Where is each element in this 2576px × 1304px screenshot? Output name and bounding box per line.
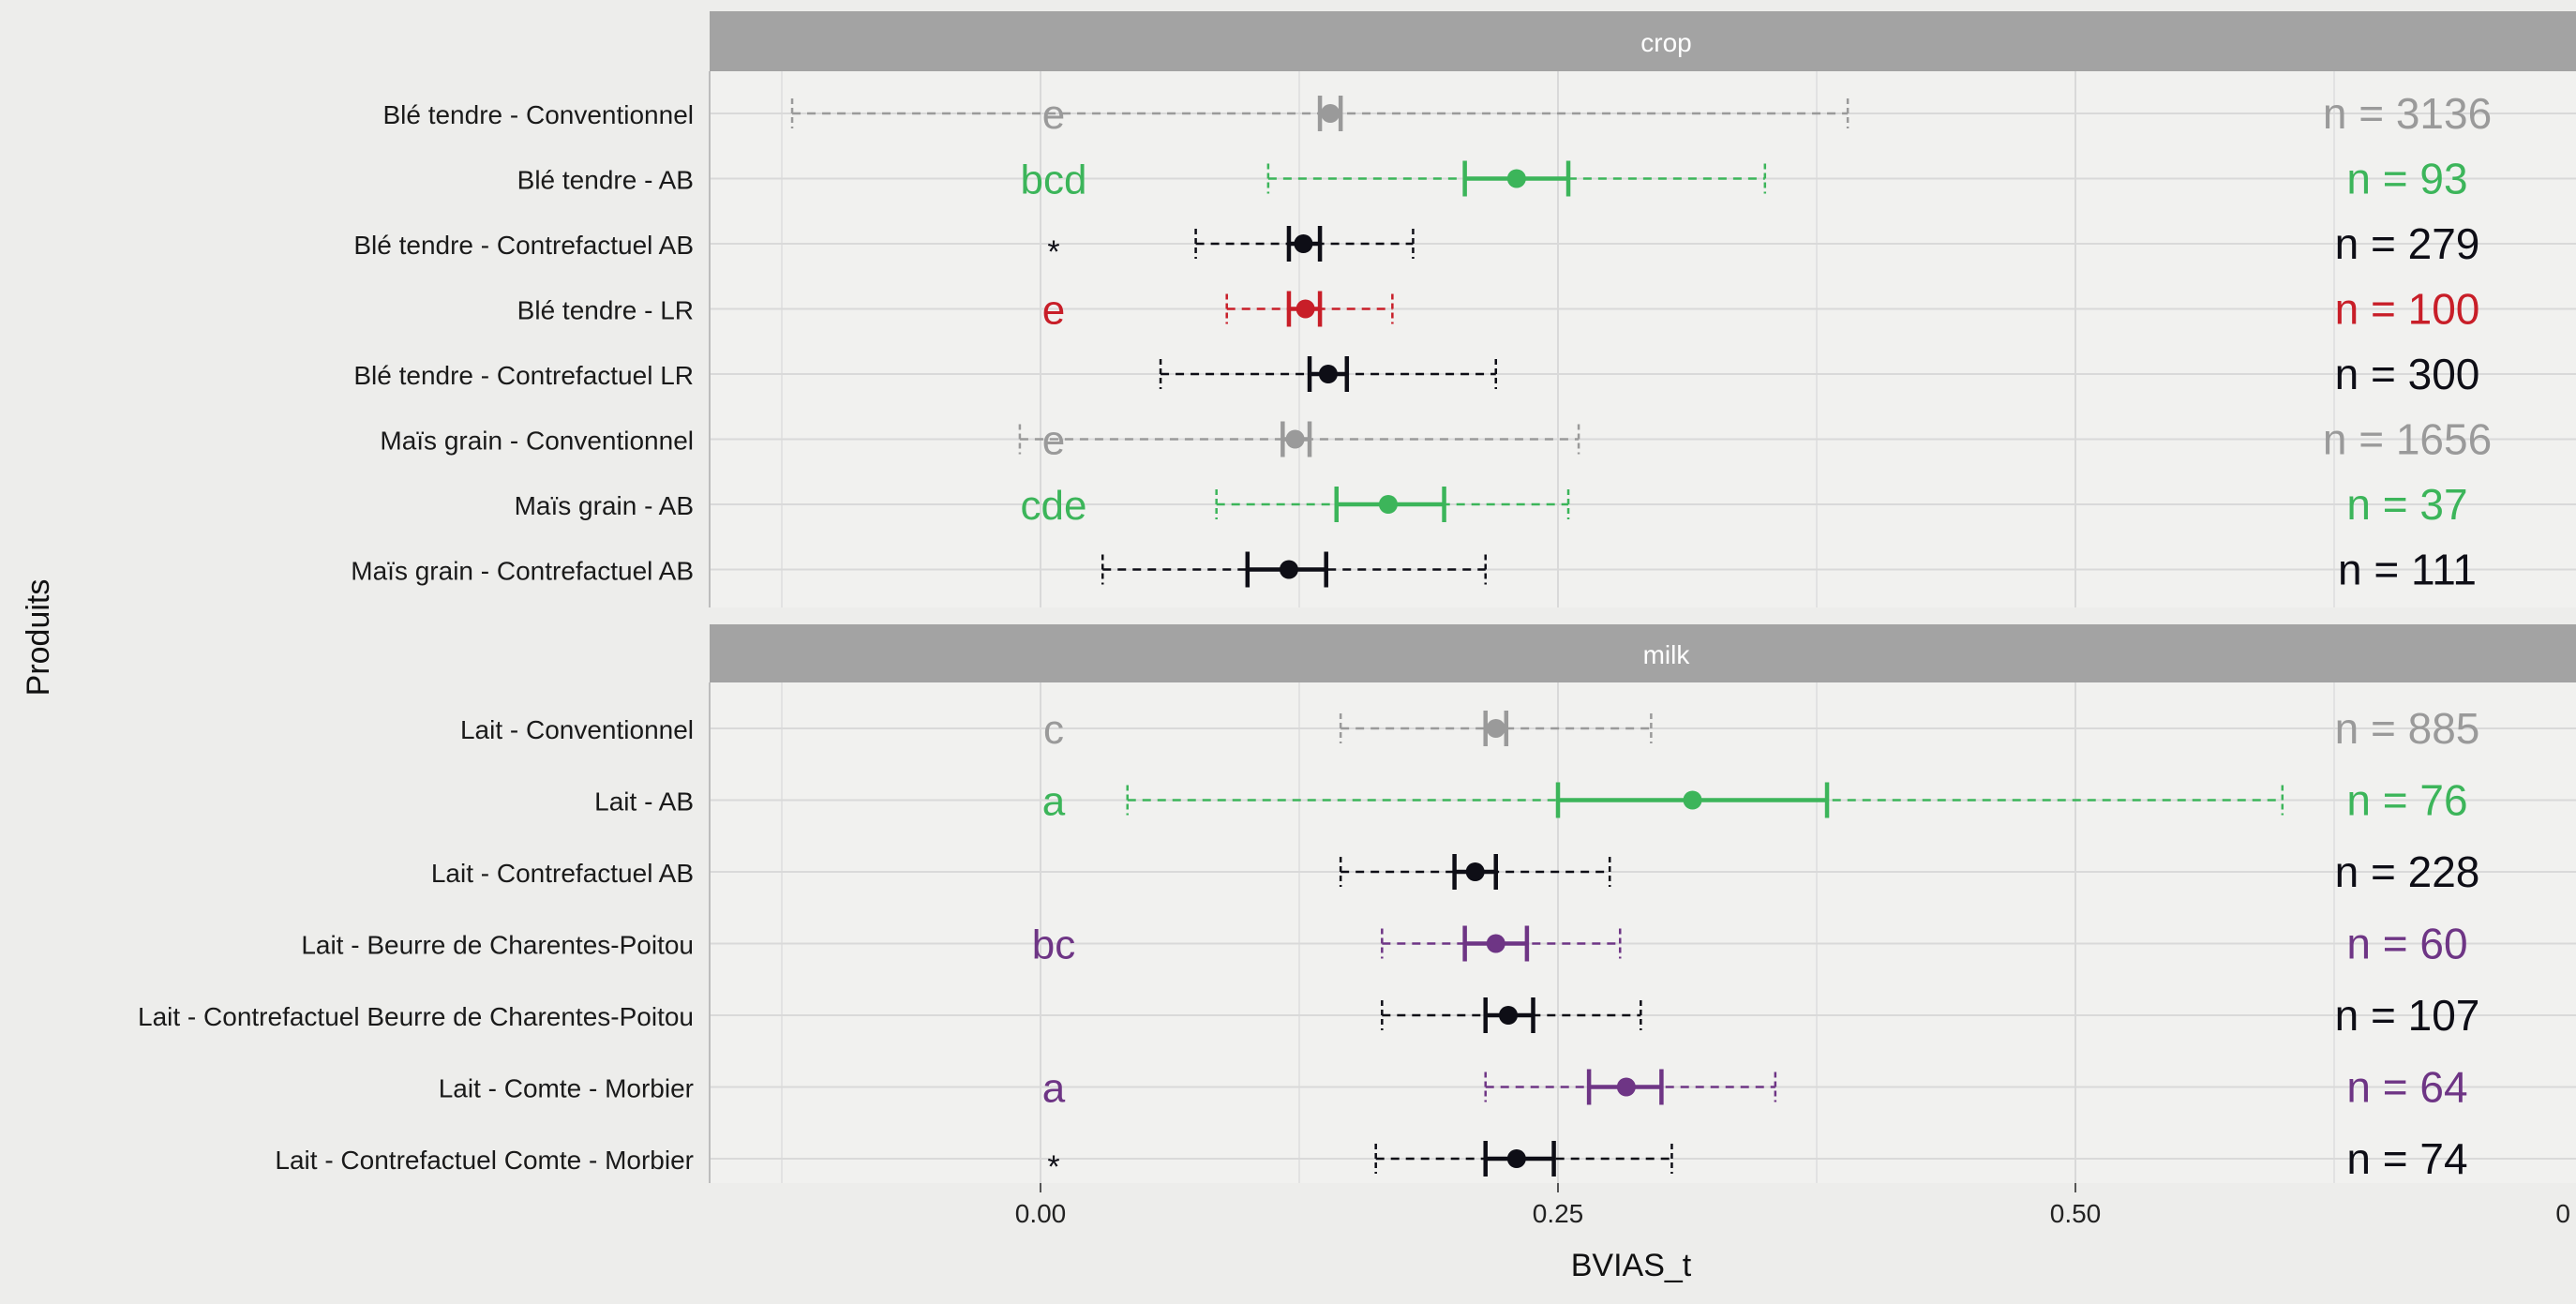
- count-label: n = 37: [2346, 480, 2467, 529]
- mean-point: [1279, 560, 1298, 579]
- category-label: Blé tendre - Contrefactuel AB: [353, 231, 694, 260]
- mean-point: [1506, 1149, 1526, 1168]
- significance-letter: *: [1047, 234, 1059, 270]
- count-label: n = 60: [2346, 920, 2467, 968]
- data-row: Maïs grain - AB cde n = 37: [515, 480, 2468, 529]
- mean-point: [1486, 934, 1505, 953]
- x-tick-label: 0.00: [1015, 1199, 1067, 1228]
- data-row: Blé tendre - AB bcd n = 93: [517, 155, 2468, 203]
- data-row: Blé tendre - Contrefactuel LR n = 300: [353, 350, 2479, 398]
- count-label: n = 107: [2335, 991, 2480, 1040]
- data-row: Lait - Comte - Morbier a n = 64: [439, 1063, 2468, 1112]
- significance-letter: *: [1047, 1149, 1059, 1185]
- x-tick-label: 0: [2555, 1199, 2570, 1228]
- count-label: n = 1656: [2323, 415, 2492, 464]
- data-row: Blé tendre - Contrefactuel AB * n = 279: [353, 219, 2479, 270]
- panel-background: [710, 682, 2576, 1183]
- panel-strip-label: milk: [1643, 640, 1691, 669]
- category-label: Blé tendre - Conventionnel: [382, 100, 694, 129]
- count-label: n = 64: [2346, 1063, 2467, 1112]
- panel-milk: milk Lait - Conventionnel c n = 885 Lait - A…: [138, 624, 2576, 1185]
- significance-letter: c: [1043, 707, 1064, 753]
- count-label: n = 885: [2335, 704, 2480, 753]
- category-label: Lait - AB: [594, 787, 694, 817]
- category-label: Maïs grain - AB: [515, 491, 694, 520]
- data-row: Blé tendre - Conventionnel e n = 3136: [382, 89, 2492, 138]
- y-axis-title: Produits: [21, 579, 56, 697]
- mean-point: [1285, 429, 1305, 449]
- significance-letter: e: [1042, 288, 1065, 334]
- data-row: Maïs grain - Contrefactuel AB n = 111: [351, 546, 2477, 594]
- category-label: Lait - Contrefactuel Comte - Morbier: [275, 1146, 694, 1175]
- count-label: n = 100: [2335, 285, 2480, 334]
- x-axis: 0.00 0.25 0.50 0: [1015, 1183, 2570, 1228]
- mean-point: [1486, 719, 1505, 738]
- count-label: n = 74: [2346, 1134, 2467, 1183]
- category-label: Lait - Contrefactuel Beurre de Charentes…: [138, 1002, 694, 1031]
- category-label: Blé tendre - AB: [517, 166, 694, 195]
- data-row: Lait - Beurre de Charentes-Poitou bc n = 6…: [301, 920, 2467, 968]
- data-row: Lait - Contrefactuel AB n = 228: [431, 847, 2480, 896]
- mean-point: [1321, 104, 1340, 123]
- count-label: n = 93: [2346, 155, 2467, 203]
- x-tick-label: 0.25: [1533, 1199, 1584, 1228]
- panel-strip: [710, 11, 2576, 71]
- significance-letter: e: [1042, 92, 1065, 138]
- data-row: Lait - Contrefactuel Beurre de Charentes…: [138, 991, 2479, 1040]
- mean-point: [1616, 1077, 1636, 1097]
- count-label: n = 228: [2335, 847, 2480, 896]
- data-row: Maïs grain - Conventionnel e n = 1656: [380, 415, 2492, 464]
- count-label: n = 3136: [2323, 89, 2492, 138]
- mean-point: [1499, 1006, 1519, 1025]
- category-label: Maïs grain - Conventionnel: [380, 427, 694, 456]
- mean-point: [1294, 234, 1313, 253]
- mean-point: [1378, 495, 1398, 514]
- category-label: Blé tendre - LR: [517, 296, 694, 325]
- count-label: n = 300: [2335, 350, 2480, 398]
- x-tick-label: 0.50: [2050, 1199, 2102, 1228]
- panel-strip-label: crop: [1640, 28, 1691, 57]
- data-row: Blé tendre - LR e n = 100: [517, 285, 2480, 334]
- significance-letter: a: [1042, 779, 1066, 825]
- mean-point: [1506, 169, 1526, 188]
- category-label: Blé tendre - Contrefactuel LR: [353, 361, 694, 390]
- category-label: Lait - Conventionnel: [460, 715, 694, 744]
- data-row: Lait - Conventionnel c n = 885: [460, 704, 2479, 753]
- mean-point: [1318, 365, 1338, 383]
- panel-strip: [710, 624, 2576, 682]
- category-label: Lait - Contrefactuel AB: [431, 859, 694, 888]
- count-label: n = 279: [2335, 219, 2480, 268]
- category-label: Lait - Beurre de Charentes-Poitou: [301, 931, 694, 960]
- data-row: Lait - AB a n = 76: [594, 776, 2467, 825]
- significance-letter: bc: [1032, 922, 1075, 968]
- mean-point: [1295, 299, 1315, 319]
- mean-point: [1683, 790, 1702, 810]
- panel-background: [710, 71, 2576, 607]
- count-label: n = 111: [2338, 546, 2477, 594]
- significance-letter: bcd: [1021, 157, 1087, 203]
- data-row: Lait - Contrefactuel Comte - Morbier * n =…: [275, 1134, 2467, 1185]
- significance-letter: cde: [1021, 483, 1087, 529]
- significance-letter: e: [1042, 418, 1065, 464]
- significance-letter: a: [1042, 1066, 1066, 1112]
- count-label: n = 76: [2346, 776, 2467, 825]
- mean-point: [1465, 862, 1485, 881]
- x-axis-title: BVIAS_t: [1571, 1248, 1692, 1283]
- category-label: Lait - Comte - Morbier: [439, 1074, 694, 1103]
- category-label: Maïs grain - Contrefactuel AB: [351, 557, 694, 586]
